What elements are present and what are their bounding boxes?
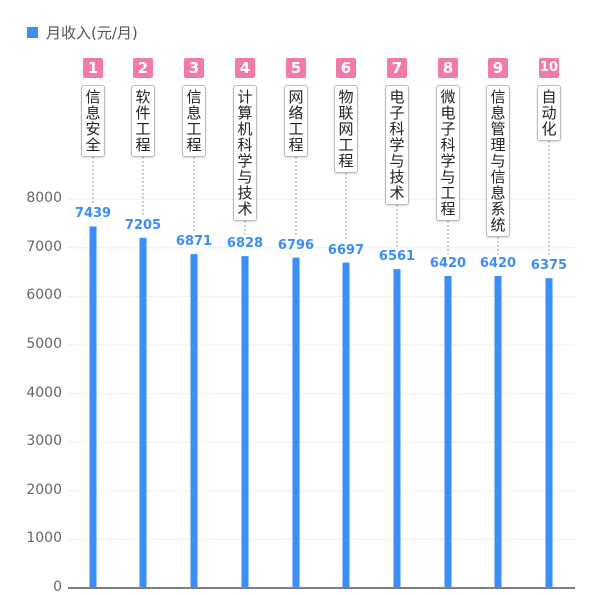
category-label: 计算机科学与技术 bbox=[233, 85, 257, 221]
value-label: 7439 bbox=[74, 206, 112, 222]
bar bbox=[190, 254, 198, 588]
y-tick-label: 3000 bbox=[26, 433, 62, 450]
category-label: 物联网工程 bbox=[334, 85, 358, 173]
value-label: 6796 bbox=[277, 237, 315, 253]
rank-badge: 10 bbox=[539, 58, 559, 78]
y-tick-label: 7000 bbox=[26, 238, 62, 255]
bar bbox=[444, 275, 452, 588]
category-label: 软件工程 bbox=[131, 85, 155, 157]
rank-badge: 8 bbox=[438, 58, 458, 78]
value-label: 6561 bbox=[378, 249, 416, 265]
y-tick-label: 8000 bbox=[26, 190, 62, 207]
value-label: 6697 bbox=[327, 242, 365, 258]
y-tick-label: 0 bbox=[53, 579, 62, 595]
y-tick-label: 1000 bbox=[26, 530, 62, 547]
bar bbox=[494, 275, 502, 588]
rank-badge: 5 bbox=[286, 58, 306, 78]
category-label: 信息管理与信息系统 bbox=[486, 85, 510, 237]
bar bbox=[139, 237, 147, 588]
rank-badge: 2 bbox=[133, 58, 153, 78]
value-label: 6828 bbox=[226, 236, 264, 252]
legend: 月收入(元/月) bbox=[27, 22, 138, 43]
bar bbox=[89, 226, 97, 588]
value-label: 6420 bbox=[429, 255, 467, 271]
value-label: 6375 bbox=[530, 258, 568, 274]
category-label: 信息工程 bbox=[182, 85, 206, 157]
rank-badge: 1 bbox=[83, 58, 103, 78]
rank-badge: 7 bbox=[387, 58, 407, 78]
y-tick-label: 4000 bbox=[26, 384, 62, 401]
legend-label: 月收入(元/月) bbox=[46, 24, 138, 42]
bar bbox=[292, 257, 300, 588]
category-label: 信息安全 bbox=[81, 85, 105, 157]
y-tick-label: 5000 bbox=[26, 336, 62, 352]
bar bbox=[393, 269, 401, 588]
rank-badge: 9 bbox=[488, 58, 508, 78]
value-label: 7205 bbox=[124, 217, 162, 233]
rank-badge: 6 bbox=[336, 58, 356, 78]
bar bbox=[545, 278, 553, 588]
value-label: 6871 bbox=[175, 234, 213, 250]
category-label: 网络工程 bbox=[284, 85, 308, 157]
category-label: 电子科学与技术 bbox=[385, 85, 409, 205]
rank-badge: 4 bbox=[235, 58, 255, 78]
y-tick-label: 2000 bbox=[26, 481, 62, 498]
rank-badge: 3 bbox=[184, 58, 204, 78]
bar bbox=[241, 256, 249, 588]
category-label: 微电子科学与工程 bbox=[436, 85, 460, 221]
bar bbox=[342, 262, 350, 588]
y-tick-label: 6000 bbox=[26, 287, 62, 304]
value-label: 6420 bbox=[479, 255, 517, 271]
category-label: 自动化 bbox=[537, 85, 561, 141]
legend-swatch bbox=[27, 27, 38, 38]
